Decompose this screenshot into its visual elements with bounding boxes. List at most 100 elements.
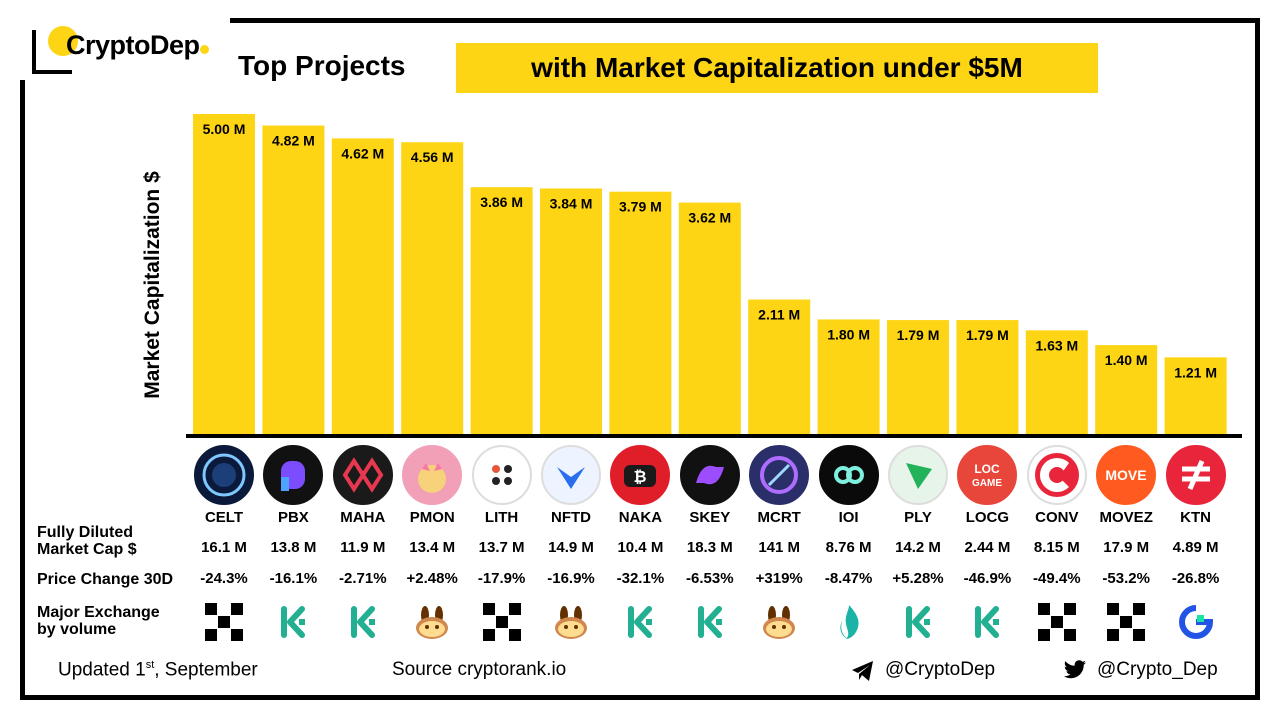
token-symbol: MCRT bbox=[757, 509, 801, 526]
conv-icon bbox=[1026, 445, 1087, 505]
pancakeswap-icon bbox=[413, 603, 451, 641]
source-text: Source cryptorank.io bbox=[392, 659, 567, 680]
price-change-value: +2.48% bbox=[406, 570, 458, 587]
fdmc-value: 14.9 M bbox=[548, 539, 594, 556]
svg-text:GAME: GAME bbox=[972, 478, 1002, 489]
token-symbol: CONV bbox=[1035, 509, 1079, 526]
bar-value-label: 4.62 M bbox=[341, 145, 384, 161]
bar-value-label: 5.00 M bbox=[203, 121, 246, 137]
bar-celt bbox=[193, 114, 255, 435]
price-change-value: -6.53% bbox=[686, 570, 734, 587]
bar-ioi bbox=[817, 319, 880, 435]
ply-icon bbox=[888, 445, 948, 505]
bar-conv bbox=[1025, 330, 1088, 435]
bar-pbx bbox=[262, 125, 325, 435]
fdmc-value: 10.4 M bbox=[617, 539, 664, 556]
fdmc-value: 13.4 M bbox=[409, 539, 456, 556]
skey-icon bbox=[679, 445, 740, 505]
bar-maha bbox=[331, 138, 394, 435]
bar-value-label: 1.40 M bbox=[1105, 352, 1148, 368]
ktn-icon bbox=[1165, 445, 1226, 505]
twitter-icon bbox=[1064, 660, 1086, 679]
updated-date: Updated 1st, September bbox=[58, 659, 258, 681]
fdmc-value: 11.9 M bbox=[340, 539, 386, 556]
fdmc-value: 2.44 M bbox=[964, 539, 1011, 556]
bar-ply bbox=[887, 320, 949, 435]
fdmc-value: 17.9 M bbox=[1103, 539, 1150, 556]
token-symbol: NAKA bbox=[618, 509, 663, 526]
fdmc-value: 16.1 M bbox=[201, 539, 247, 556]
bar-value-label: 3.86 M bbox=[480, 194, 523, 210]
svg-text:LOC: LOC bbox=[975, 462, 1001, 476]
fdmc-value: 8.76 M bbox=[825, 539, 872, 556]
bar-skey bbox=[678, 202, 741, 435]
chart-title-left: Top Projects bbox=[238, 50, 406, 81]
twitter-handle[interactable]: @Crypto_Dep bbox=[1097, 659, 1218, 680]
okx-icon bbox=[205, 603, 243, 641]
token-symbol: MOVEZ bbox=[1099, 509, 1153, 526]
brand-name: CryptoDep bbox=[66, 30, 200, 60]
price-change-value: -49.4% bbox=[1033, 570, 1081, 587]
bar-ktn bbox=[1164, 357, 1227, 435]
pbx-icon bbox=[263, 445, 324, 505]
price-change-value: -17.9% bbox=[477, 570, 526, 587]
updated-suffix: , September bbox=[154, 659, 258, 681]
gateio-icon bbox=[1177, 603, 1215, 641]
telegram-icon bbox=[852, 661, 873, 681]
logo-circle-shape bbox=[48, 26, 78, 56]
token-symbol: CELT bbox=[204, 509, 244, 526]
price-change-value: +5.28% bbox=[892, 570, 944, 587]
price-change-value: -2.71% bbox=[339, 570, 387, 587]
bar-naka bbox=[609, 191, 672, 435]
price-change-value: -26.8% bbox=[1171, 570, 1220, 587]
fdmc-label-text: Fully Diluted Market Cap $ bbox=[37, 524, 137, 558]
maha-icon bbox=[332, 445, 393, 505]
bar-lith bbox=[470, 187, 533, 435]
fdmc-value: 18.3 M bbox=[686, 539, 733, 556]
fdmc-value: 13.7 M bbox=[478, 539, 525, 556]
token-symbol: IOI bbox=[838, 509, 859, 526]
price-change-value: -8.47% bbox=[824, 570, 873, 587]
kucoin-icon bbox=[899, 603, 937, 641]
bar-value-label: 3.62 M bbox=[688, 210, 731, 226]
kucoin-icon bbox=[691, 603, 729, 641]
bar-nftd bbox=[540, 188, 602, 435]
fdmc-value: 13.8 M bbox=[270, 539, 317, 556]
chart-title-highlight: with Market Capitalization under $5M bbox=[456, 43, 1098, 93]
bar-movez bbox=[1095, 345, 1158, 435]
bar-value-label: 4.82 M bbox=[272, 133, 315, 149]
fdmc-value: 8.15 M bbox=[1033, 539, 1080, 556]
token-symbol: PBX bbox=[277, 509, 309, 526]
telegram-handle[interactable]: @CryptoDep bbox=[885, 659, 996, 680]
naka-icon: ₿ bbox=[610, 445, 671, 505]
token-symbol: PMON bbox=[409, 509, 455, 526]
pancakeswap-icon bbox=[552, 603, 590, 641]
token-symbol: LITH bbox=[484, 509, 519, 526]
okx-icon bbox=[482, 603, 521, 641]
price-change-value: -32.1% bbox=[616, 570, 665, 587]
kucoin-icon bbox=[344, 603, 382, 641]
token-symbol: KTN bbox=[1180, 509, 1211, 526]
fdmc-row-label: Fully Diluted Market Cap $ bbox=[37, 524, 137, 558]
updated-prefix: Updated 1 bbox=[58, 659, 146, 681]
token-symbol: MAHA bbox=[340, 509, 386, 526]
updated-sup: st bbox=[145, 659, 155, 671]
bar-locg bbox=[956, 320, 1019, 435]
fdmc-value: 4.89 M bbox=[1172, 539, 1219, 556]
ioi-icon bbox=[818, 445, 879, 505]
bar-value-label: 1.80 M bbox=[827, 326, 870, 342]
bar-value-label: 1.79 M bbox=[897, 327, 940, 343]
bar-mcrt bbox=[748, 299, 811, 435]
token-symbol: SKEY bbox=[689, 509, 731, 526]
logo-bracket-shape bbox=[32, 30, 72, 74]
bar-value-label: 3.84 M bbox=[550, 195, 593, 211]
pancakeswap-icon bbox=[760, 603, 798, 641]
kucoin-icon bbox=[274, 603, 312, 641]
bar-value-label: 1.63 M bbox=[1035, 337, 1078, 353]
bar-value-label: 3.79 M bbox=[619, 199, 662, 215]
price-change-row-label: Price Change 30D bbox=[37, 571, 174, 588]
bar-pmon bbox=[401, 142, 464, 436]
token-symbol: NFTD bbox=[551, 509, 591, 526]
fdmc-value: 14.2 M bbox=[895, 539, 941, 556]
